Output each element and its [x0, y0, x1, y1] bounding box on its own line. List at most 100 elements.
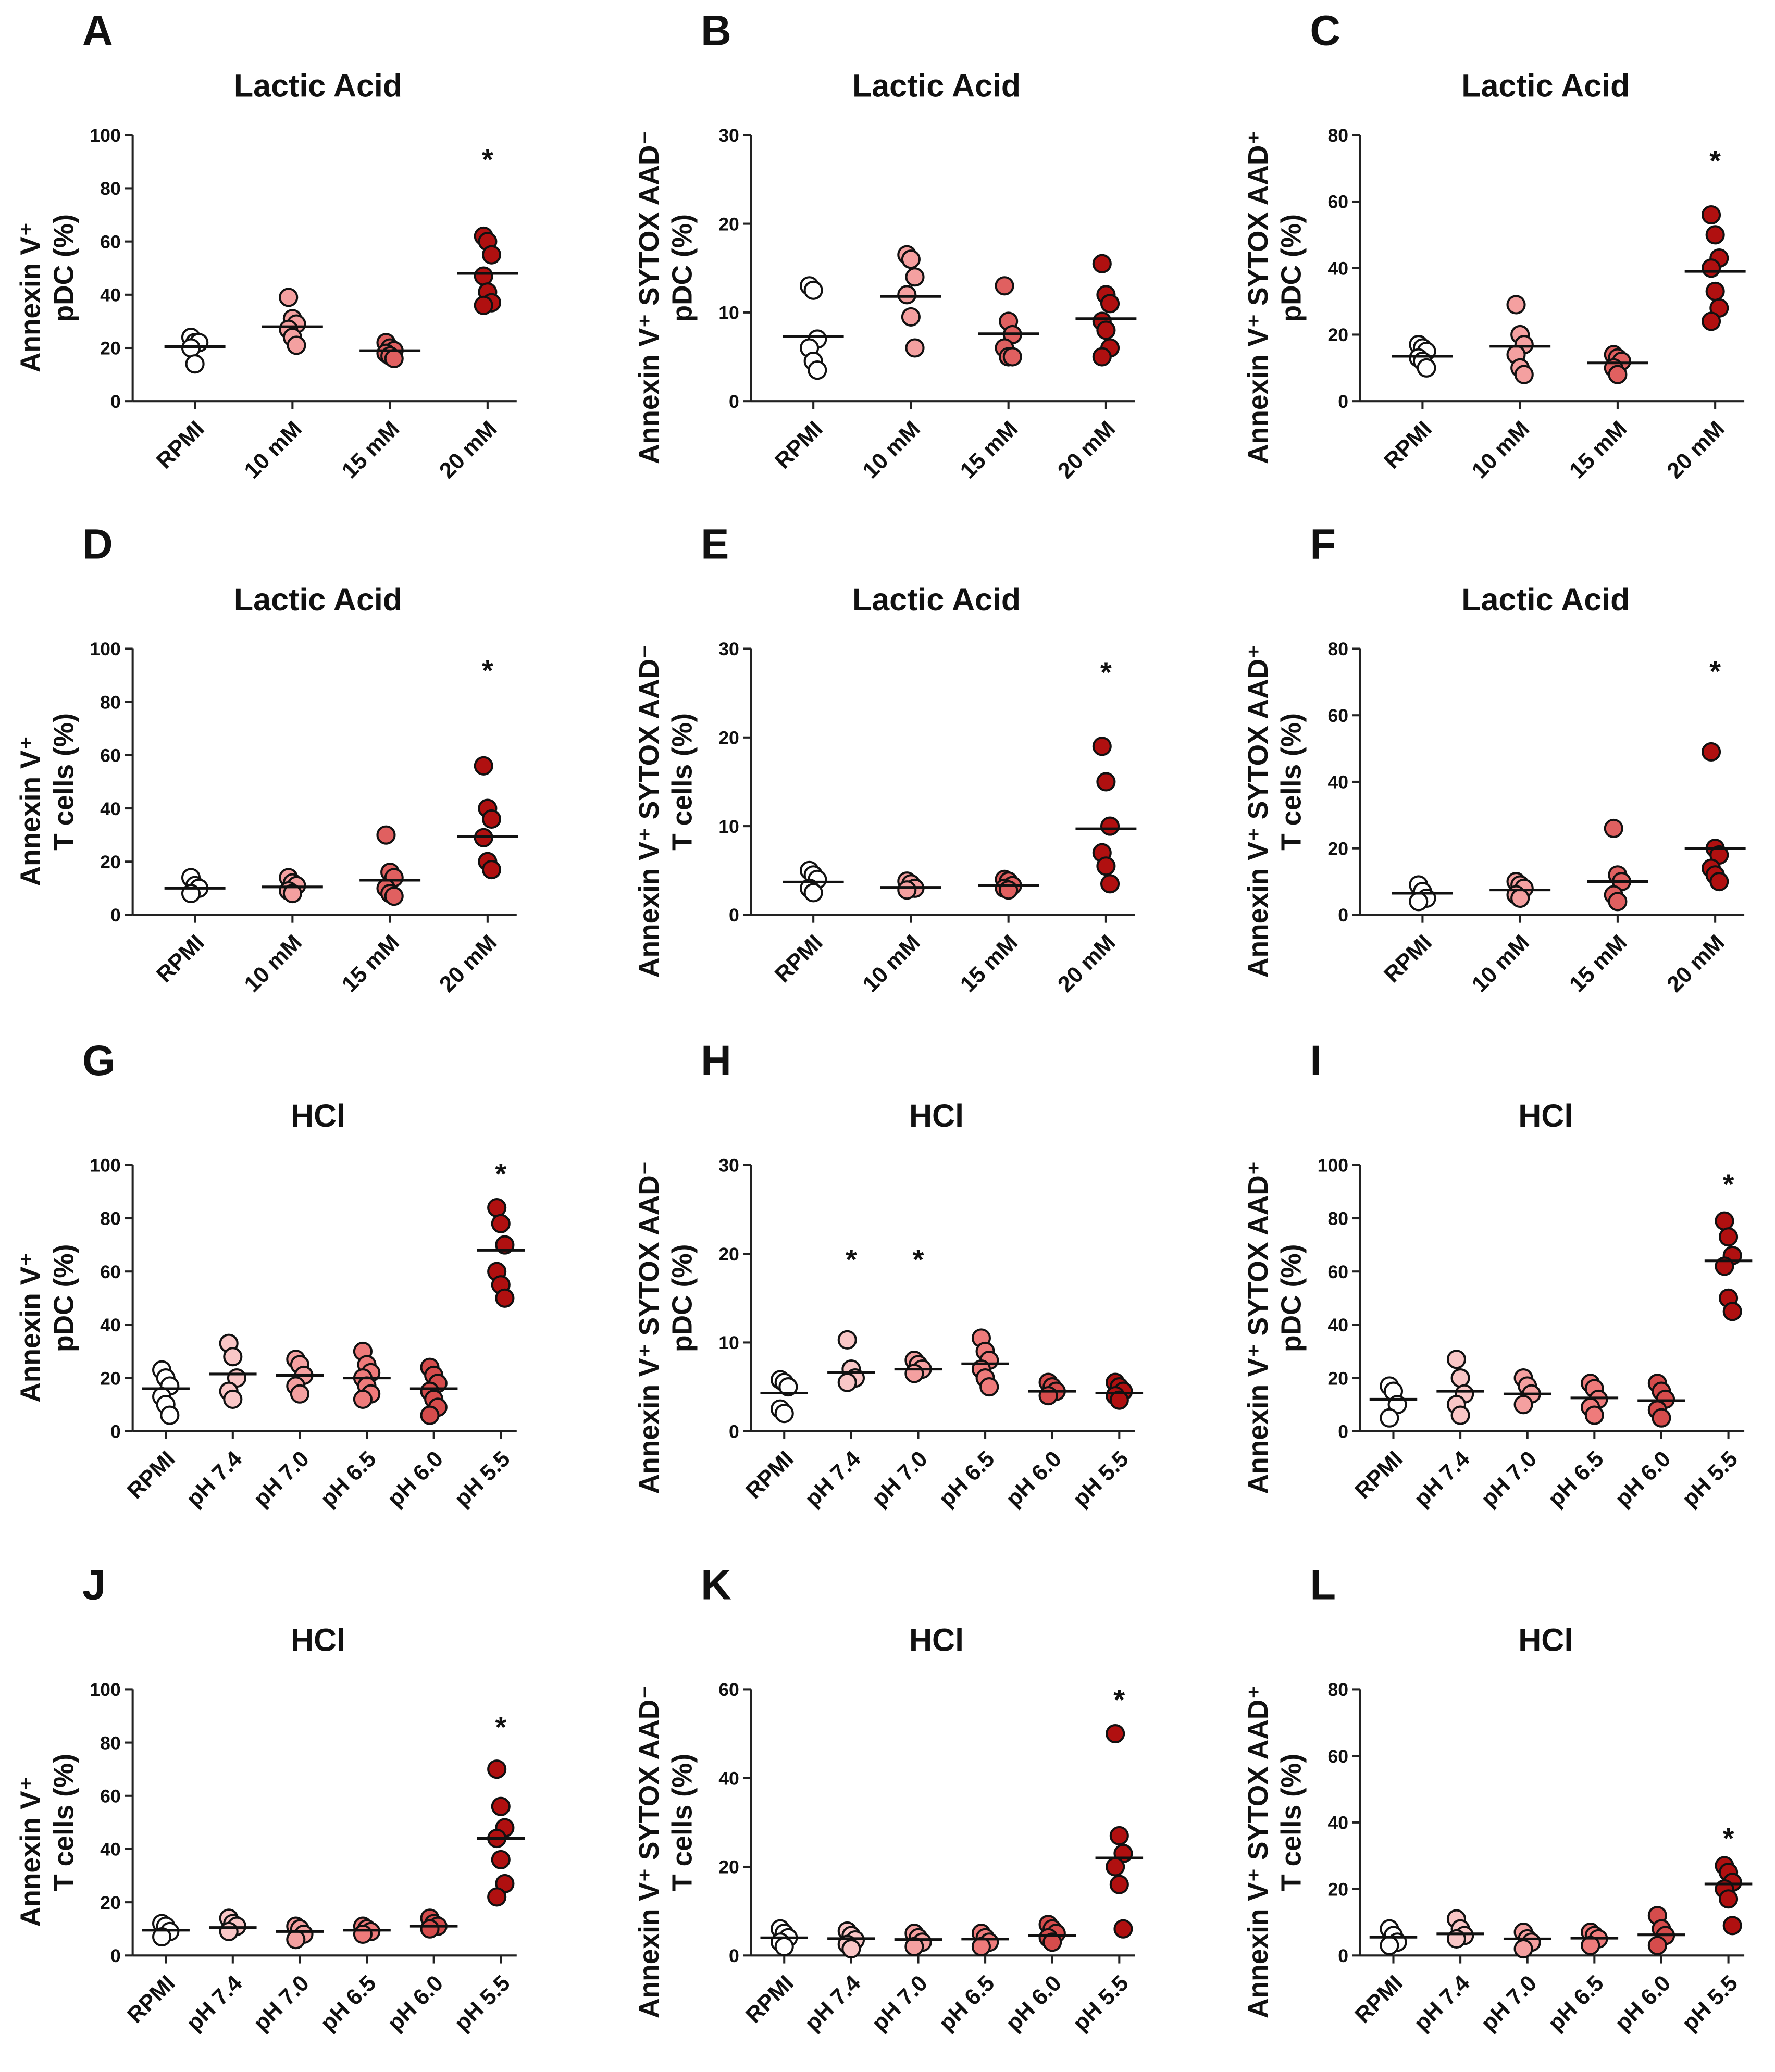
data-point [1096, 856, 1116, 876]
data-point [1608, 365, 1628, 384]
x-tick-label: 10 mM [240, 930, 307, 997]
panel-letter: G [82, 1037, 115, 1084]
data-point [1106, 1724, 1125, 1744]
data-point [1450, 1405, 1470, 1425]
data-point [1722, 1302, 1742, 1321]
data-point [223, 1389, 243, 1409]
x-tick-label: pH 7.0 [249, 1446, 314, 1512]
y-tick-label: 20 [718, 1857, 739, 1878]
data-point [1715, 1211, 1734, 1231]
x-tick-label: 20 mM [1053, 416, 1120, 483]
data-point [219, 1921, 239, 1941]
y-tick-label: 0 [729, 391, 739, 412]
y-tick-label: 100 [90, 125, 120, 146]
panel-letter: A [82, 7, 113, 54]
x-tick-label: pH 7.0 [1476, 1970, 1542, 2036]
data-point [474, 266, 493, 286]
significance-star: * [1113, 1683, 1125, 1716]
data-point [1100, 874, 1120, 894]
x-tick-label: 10 mM [858, 416, 925, 483]
y-tick-label: 40 [100, 798, 121, 819]
x-tick-label: 20 mM [1662, 416, 1730, 483]
data-point [1709, 872, 1729, 892]
x-tick-label: pH 7.0 [1476, 1446, 1542, 1512]
y-tick-label: 0 [729, 1421, 739, 1442]
data-point [160, 1405, 180, 1425]
data-point [1652, 1408, 1671, 1428]
data-point [481, 809, 502, 829]
y-axis-label: Annexin V⁺ SYTOX AAD⁻ [634, 644, 665, 978]
panel-letter: E [701, 521, 729, 568]
x-tick-label: RPMI [770, 416, 827, 473]
panel: E Lactic Acid Annexin V⁺ SYTOX AAD⁻ T cells… [634, 521, 1137, 997]
y-axis-label: Annexin V⁺ SYTOX AAD⁻ [634, 1685, 665, 2018]
data-point [1701, 311, 1721, 331]
panel-letter: I [1310, 1037, 1322, 1084]
y-tick-label: 40 [100, 1315, 121, 1335]
panel-title: HCl [291, 1622, 345, 1658]
panel-title: HCl [1518, 1622, 1573, 1658]
x-tick-label: RPMI [152, 930, 209, 987]
data-point [1647, 1936, 1667, 1955]
data-point [1701, 258, 1721, 278]
data-point [185, 354, 205, 374]
y-tick-label: 60 [100, 231, 121, 252]
data-point [1096, 320, 1116, 340]
panel-title: HCl [909, 1622, 964, 1658]
y-tick-label: 20 [100, 1368, 121, 1389]
significance-star: * [1723, 1168, 1734, 1201]
significance-star: * [495, 1157, 506, 1190]
x-tick-label: pH 6.0 [1001, 1970, 1066, 2036]
y-tick-label: 40 [1327, 772, 1348, 793]
data-point [979, 1377, 999, 1397]
data-point [803, 883, 823, 903]
data-point [487, 1759, 507, 1779]
y-tick-label: 0 [1338, 905, 1348, 926]
y-axis-label: Annexin V⁺ SYTOX AAD⁻ [634, 130, 665, 464]
data-point [286, 1930, 306, 1950]
y-tick-label: 0 [110, 1421, 121, 1442]
data-point [491, 1796, 511, 1816]
panel: L HCl Annexin V⁺ SYTOX AAD⁺ T cells (%) 0 20 4… [1243, 1562, 1753, 2036]
y-tick-label: 60 [100, 1786, 121, 1806]
x-tick-label: pH 7.4 [182, 1970, 247, 2036]
y-tick-label: 0 [1338, 391, 1348, 412]
x-tick-label: RPMI [741, 1970, 798, 2028]
y-tick-label: 80 [100, 1208, 121, 1229]
x-tick-label: RPMI [741, 1446, 798, 1504]
x-tick-label: RPMI [1350, 1970, 1408, 2028]
y-axis-label: Annexin V⁺ SYTOX AAD⁺ [1243, 1160, 1274, 1494]
panel-letter: L [1310, 1562, 1336, 1609]
data-point [1584, 1405, 1604, 1425]
data-point [282, 883, 302, 904]
x-tick-label: 10 mM [1467, 416, 1534, 483]
y-tick-label: 60 [1327, 1746, 1348, 1767]
data-point [1450, 1368, 1470, 1388]
y-tick-label: 0 [110, 905, 121, 926]
x-tick-label: RPMI [770, 930, 827, 987]
data-point [474, 295, 493, 315]
x-tick-label: 15 mM [955, 416, 1023, 483]
y-tick-label: 0 [1338, 1421, 1348, 1442]
data-point [287, 335, 306, 355]
y-tick-label: 80 [1327, 1208, 1348, 1229]
significance-star: * [1100, 656, 1112, 689]
significance-star: * [846, 1243, 857, 1276]
data-point [904, 1364, 924, 1383]
y-tick-label: 20 [718, 728, 739, 748]
y-axis-label: Annexin V⁺ SYTOX AAD⁺ [1243, 130, 1274, 464]
data-point [1109, 1390, 1129, 1410]
data-point [901, 307, 921, 327]
y-tick-label: 20 [718, 214, 739, 234]
x-tick-label: pH 5.5 [1068, 1970, 1134, 2036]
y-axis-label: T cells (%) [48, 1754, 79, 1891]
data-point [897, 285, 917, 305]
panel: A Lactic Acid Annexin V⁺ pDC (%) 0 20 40 60 80 10… [16, 7, 518, 483]
data-point [376, 825, 396, 845]
data-point [487, 1887, 507, 1907]
y-axis-label: T cells (%) [1276, 1754, 1307, 1891]
data-point [1513, 1395, 1533, 1415]
panel-letter: D [82, 521, 113, 568]
data-point [152, 1927, 172, 1947]
